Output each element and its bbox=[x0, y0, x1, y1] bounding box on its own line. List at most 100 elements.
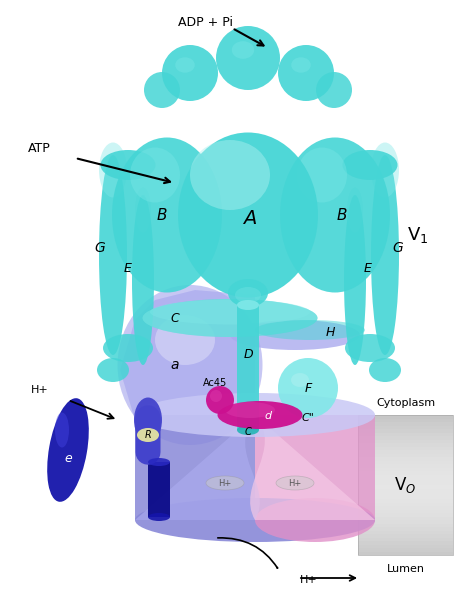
Ellipse shape bbox=[255, 320, 365, 340]
Text: H: H bbox=[325, 325, 335, 338]
Text: C: C bbox=[170, 311, 179, 325]
Polygon shape bbox=[135, 415, 255, 520]
Circle shape bbox=[206, 386, 234, 414]
Text: V$_1$: V$_1$ bbox=[407, 225, 429, 245]
Ellipse shape bbox=[343, 150, 397, 180]
Circle shape bbox=[278, 358, 338, 418]
Circle shape bbox=[278, 45, 334, 101]
Text: H+: H+ bbox=[288, 479, 302, 487]
Ellipse shape bbox=[344, 195, 366, 365]
Ellipse shape bbox=[99, 142, 127, 197]
Ellipse shape bbox=[371, 142, 399, 197]
Bar bbox=[358, 509, 453, 513]
Text: d: d bbox=[264, 411, 271, 421]
Ellipse shape bbox=[178, 133, 318, 298]
Bar bbox=[358, 457, 453, 461]
Bar bbox=[358, 488, 453, 492]
Bar bbox=[358, 485, 453, 488]
Ellipse shape bbox=[143, 299, 318, 337]
Text: B: B bbox=[157, 208, 167, 223]
Ellipse shape bbox=[230, 320, 360, 350]
Bar bbox=[358, 530, 453, 534]
Ellipse shape bbox=[155, 315, 215, 365]
Ellipse shape bbox=[132, 195, 154, 365]
Bar bbox=[358, 461, 453, 464]
Text: H+: H+ bbox=[31, 385, 49, 395]
Bar bbox=[358, 422, 453, 425]
Bar bbox=[358, 454, 453, 457]
Text: R: R bbox=[144, 430, 152, 440]
Ellipse shape bbox=[280, 137, 390, 292]
Text: D: D bbox=[243, 349, 253, 361]
Bar bbox=[358, 551, 453, 555]
Ellipse shape bbox=[118, 285, 262, 445]
Ellipse shape bbox=[135, 393, 375, 437]
Bar bbox=[358, 492, 453, 496]
Ellipse shape bbox=[99, 155, 127, 355]
Text: H+: H+ bbox=[219, 479, 232, 487]
Ellipse shape bbox=[345, 334, 395, 362]
Text: C: C bbox=[244, 427, 252, 437]
Bar bbox=[237, 305, 259, 430]
Bar bbox=[358, 443, 453, 446]
Ellipse shape bbox=[103, 334, 153, 362]
Ellipse shape bbox=[237, 425, 259, 435]
Ellipse shape bbox=[237, 300, 259, 310]
Circle shape bbox=[210, 390, 222, 402]
Text: B: B bbox=[337, 208, 347, 223]
Ellipse shape bbox=[148, 513, 170, 521]
Text: F: F bbox=[304, 382, 312, 395]
Bar bbox=[358, 467, 453, 471]
Bar bbox=[358, 538, 453, 541]
Bar bbox=[358, 520, 453, 523]
Ellipse shape bbox=[101, 150, 155, 180]
Bar bbox=[358, 415, 453, 419]
Ellipse shape bbox=[135, 498, 375, 542]
Ellipse shape bbox=[371, 155, 399, 355]
Ellipse shape bbox=[235, 287, 261, 303]
Ellipse shape bbox=[112, 137, 222, 292]
Ellipse shape bbox=[291, 57, 311, 73]
Bar bbox=[358, 433, 453, 436]
Text: A: A bbox=[243, 208, 257, 227]
Bar bbox=[358, 499, 453, 503]
Bar bbox=[358, 419, 453, 422]
Ellipse shape bbox=[55, 413, 69, 448]
Text: V$_O$: V$_O$ bbox=[395, 475, 417, 495]
Circle shape bbox=[162, 45, 218, 101]
Text: E: E bbox=[364, 262, 372, 275]
Ellipse shape bbox=[347, 187, 363, 232]
Bar bbox=[358, 534, 453, 538]
Bar bbox=[358, 475, 453, 478]
Text: e: e bbox=[64, 451, 72, 464]
Bar bbox=[358, 415, 453, 555]
Ellipse shape bbox=[369, 358, 401, 382]
Ellipse shape bbox=[232, 41, 254, 59]
Ellipse shape bbox=[206, 476, 244, 490]
PathPatch shape bbox=[135, 415, 260, 520]
Text: H+: H+ bbox=[300, 575, 318, 585]
Ellipse shape bbox=[148, 458, 170, 466]
Bar bbox=[358, 481, 453, 485]
Text: Lumen: Lumen bbox=[387, 564, 424, 574]
Bar bbox=[358, 464, 453, 467]
Bar bbox=[148, 462, 170, 517]
Bar bbox=[358, 478, 453, 481]
Ellipse shape bbox=[228, 279, 268, 307]
Circle shape bbox=[216, 26, 280, 90]
Bar bbox=[358, 541, 453, 545]
Bar bbox=[358, 439, 453, 443]
Text: G: G bbox=[94, 241, 105, 255]
Bar bbox=[358, 523, 453, 527]
Text: E: E bbox=[124, 262, 132, 275]
Ellipse shape bbox=[134, 397, 162, 443]
Bar bbox=[358, 506, 453, 509]
Bar bbox=[358, 446, 453, 450]
Ellipse shape bbox=[225, 402, 275, 418]
Bar bbox=[358, 425, 453, 429]
Circle shape bbox=[316, 72, 352, 108]
Bar bbox=[358, 548, 453, 551]
Ellipse shape bbox=[150, 299, 310, 325]
PathPatch shape bbox=[250, 415, 375, 520]
Bar bbox=[358, 513, 453, 517]
